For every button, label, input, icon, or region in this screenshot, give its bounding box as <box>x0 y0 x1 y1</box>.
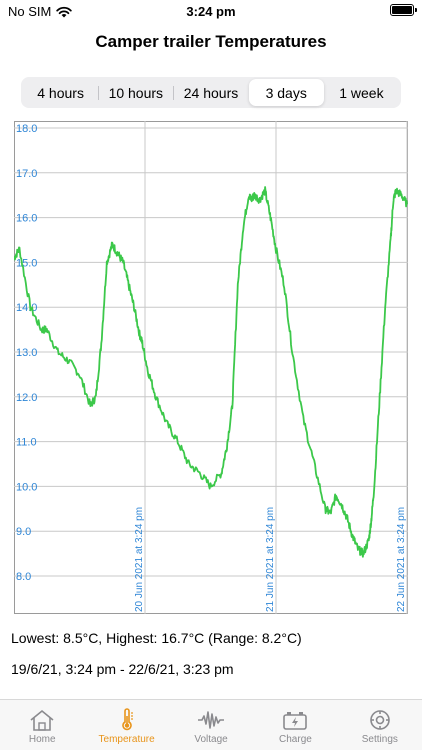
segment-10-hours[interactable]: 10 hours <box>98 79 173 106</box>
status-right <box>390 4 417 16</box>
segment-4-hours[interactable]: 4 hours <box>37 84 84 101</box>
y-tick-label: 18.0 <box>16 123 37 135</box>
y-tick-label: 14.0 <box>16 302 37 314</box>
status-bar: No SIM 3:24 pm <box>0 0 422 24</box>
waveform-icon <box>198 711 225 729</box>
tab-settings[interactable]: Settings <box>338 700 422 750</box>
page-title: Camper trailer Temperatures <box>95 32 327 51</box>
temperature-series-line <box>14 186 408 558</box>
y-tick-label: 16.0 <box>16 213 37 225</box>
temperature-chart-svg: 18.0 17.0 16.0 15.0 14.0 13.0 12.0 11.0 10.0 9.0 8… <box>14 121 408 614</box>
tab-home[interactable]: Home <box>0 700 84 750</box>
tab-temperature-label: Temperature <box>98 734 155 745</box>
y-tick-label: 13.0 <box>16 347 37 359</box>
house-icon <box>30 709 54 731</box>
gear-icon <box>370 710 390 730</box>
y-tick-label: 12.0 <box>16 392 37 404</box>
y-tick-label: 15.0 <box>16 257 37 269</box>
temperature-chart: 18.0 17.0 16.0 15.0 14.0 13.0 12.0 11.0 10.0 9.0 8… <box>14 121 408 614</box>
battery-charge-icon <box>283 712 308 730</box>
tab-home-label: Home <box>28 734 56 745</box>
status-time: 3:24 pm <box>186 4 236 19</box>
tab-voltage[interactable]: Voltage <box>169 700 253 750</box>
y-tick-label: 10.0 <box>16 481 37 493</box>
wifi-icon <box>56 6 73 17</box>
y-tick-label: 17.0 <box>16 168 37 180</box>
x-tick-label: 21 Jun 2021 at 3:24 pm <box>265 507 276 612</box>
tab-temperature[interactable]: Temperature <box>84 700 168 750</box>
segment-1-week[interactable]: 1 week <box>339 84 384 101</box>
thermometer-icon <box>121 708 133 731</box>
y-tick-label: 11.0 <box>16 437 37 449</box>
time-range-segmented-control: 4 hours 10 hours 24 hours 3 days 1 week <box>21 77 401 108</box>
battery-icon <box>390 4 417 16</box>
status-left: No SIM <box>8 4 73 19</box>
carrier-label: No SIM <box>8 4 52 19</box>
chart-border <box>14 121 408 614</box>
tab-charge-label: Charge <box>279 734 312 745</box>
temperature-range-summary: Lowest: 8.5°C, Highest: 16.7°C (Range: 8… <box>11 630 302 646</box>
y-tick-label: 9.0 <box>16 526 31 538</box>
time-period-summary: 19/6/21, 3:24 pm - 22/6/21, 3:23 pm <box>11 661 234 677</box>
y-tick-label: 8.0 <box>16 571 31 583</box>
segment-3-days[interactable]: 3 days <box>248 79 324 106</box>
x-tick-label: 20 Jun 2021 at 3:24 pm <box>134 507 145 612</box>
x-tick-label: 22 Jun 2021 at 3:24 pm <box>396 507 407 612</box>
tab-bar: Home Temperature Voltage Charge <box>0 699 422 750</box>
segment-24-hours[interactable]: 24 hours <box>173 79 248 106</box>
tab-voltage-label: Voltage <box>194 734 228 745</box>
tab-settings-label: Settings <box>361 734 398 745</box>
tab-charge[interactable]: Charge <box>253 700 337 750</box>
